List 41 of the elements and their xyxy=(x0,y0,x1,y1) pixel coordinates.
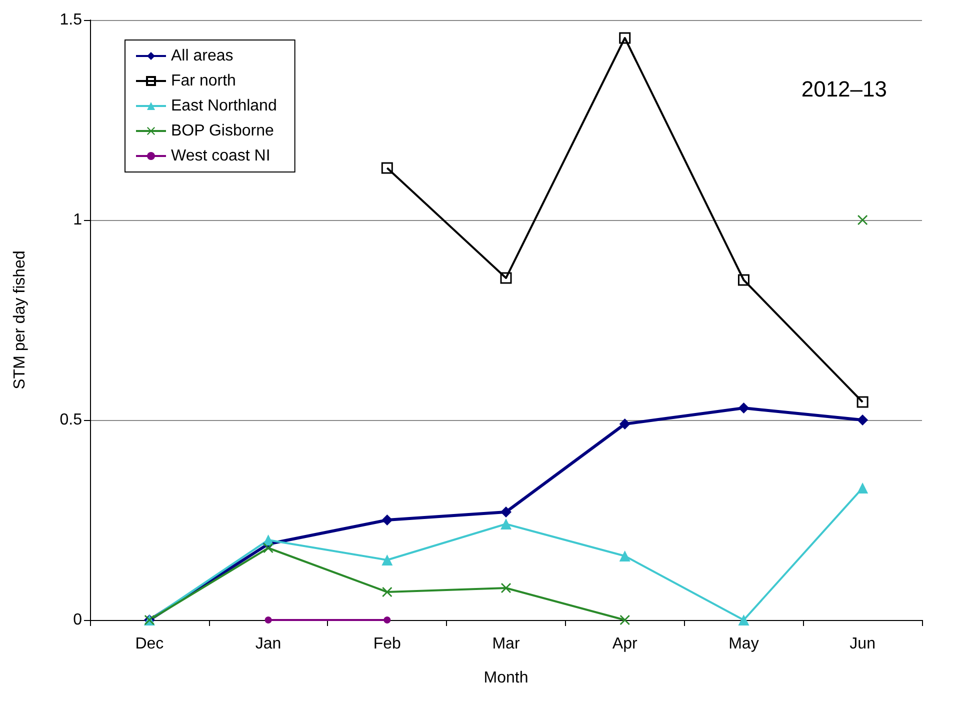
y-tick-label: 0 xyxy=(73,612,82,628)
point xyxy=(500,506,512,518)
x-tick-label: Dec xyxy=(135,636,164,652)
point xyxy=(500,272,512,284)
point xyxy=(384,616,391,624)
point xyxy=(500,518,512,530)
point xyxy=(619,550,630,562)
point xyxy=(738,274,750,286)
point xyxy=(382,554,393,566)
legend-label: West coast NI xyxy=(171,148,270,164)
legend-label: All areas xyxy=(171,48,234,64)
point xyxy=(382,514,393,526)
x-tick-label: May xyxy=(728,636,759,652)
x-tick-label: Feb xyxy=(373,636,402,652)
x-tick-label: Jan xyxy=(255,636,282,652)
y-tick-label: 1 xyxy=(73,212,82,228)
point xyxy=(619,418,630,430)
x-tick-label: Mar xyxy=(492,636,520,652)
y-tick-label: 0.5 xyxy=(60,412,82,428)
point xyxy=(263,543,274,553)
annotation: 2012–13 xyxy=(801,76,888,102)
point xyxy=(620,615,630,625)
y-axis-title: STM per day fished xyxy=(12,250,28,390)
point xyxy=(857,414,868,426)
point xyxy=(738,402,750,414)
legend-label: Far north xyxy=(171,72,236,90)
point xyxy=(858,215,868,225)
point xyxy=(382,587,392,597)
point xyxy=(264,616,272,624)
legend-label: BOP Gisborne xyxy=(171,122,274,140)
legend-label: East Northland xyxy=(171,98,277,114)
point xyxy=(738,614,750,626)
point xyxy=(857,482,868,494)
y-tick-label: 1.5 xyxy=(60,12,82,28)
point xyxy=(381,162,393,174)
x-tick-label: Jun xyxy=(850,636,876,652)
point xyxy=(501,583,511,593)
point xyxy=(856,396,868,408)
x-axis-title: Month xyxy=(484,670,528,686)
point xyxy=(619,32,631,44)
x-tick-label: Apr xyxy=(612,636,638,652)
